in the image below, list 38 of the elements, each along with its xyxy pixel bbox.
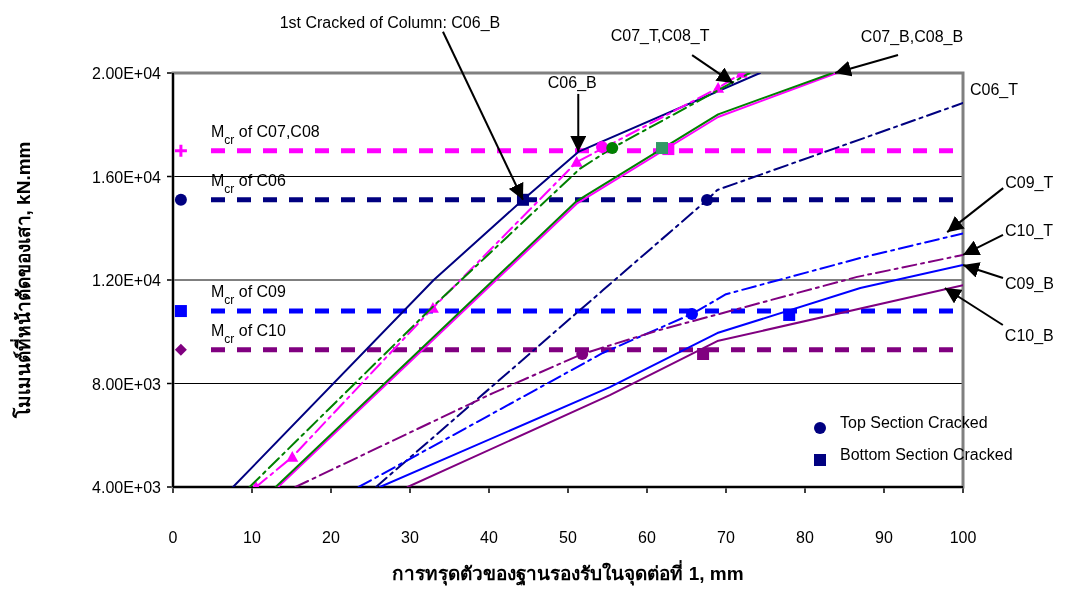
y-axis-title: โมเมนต์ที่หน้าตัดของเสา, kN.mm bbox=[10, 141, 34, 420]
point bbox=[570, 156, 583, 167]
annotation: C10_B bbox=[1004, 327, 1054, 346]
x-tick-label: 20 bbox=[322, 529, 340, 546]
y-tick-label: 2.00E+04 bbox=[92, 65, 162, 82]
x-tick-label: 100 bbox=[949, 529, 977, 546]
x-axis-title: การทรุดตัวของฐานรองรับในจุดต่อที่ 1, mm bbox=[392, 560, 744, 587]
x-tick-label: 50 bbox=[559, 529, 577, 546]
x-tick-label: 90 bbox=[875, 529, 893, 546]
x-tick-label: 10 bbox=[243, 529, 261, 546]
x-tick-label: 0 bbox=[168, 529, 178, 546]
annotation: C06_B bbox=[547, 73, 597, 92]
annotation: 1st Cracked of Column: C06_B bbox=[279, 13, 501, 32]
ref-line-label: M$_{cr}$ of C10 bbox=[211, 321, 287, 346]
y-tick-label: 1.60E+04 bbox=[92, 168, 162, 186]
annotation: C10_T bbox=[962, 221, 1054, 256]
annotation: C07_T,C08_T bbox=[610, 27, 710, 46]
x-tick-label: 80 bbox=[796, 529, 814, 546]
x-tick-label: 40 bbox=[480, 529, 498, 546]
annotation: C09_T bbox=[1005, 174, 1054, 193]
point bbox=[606, 142, 619, 155]
legend-label: Bottom Section Cracked bbox=[840, 446, 1013, 463]
annotation: C10_T bbox=[1005, 221, 1054, 240]
x-tick-label: 60 bbox=[638, 529, 656, 546]
y-tick-label: 8.00E+03 bbox=[92, 375, 162, 393]
annotation: C07_T,C08_T bbox=[610, 27, 735, 85]
annotation: C07_B,C08_B bbox=[834, 28, 964, 77]
point bbox=[656, 142, 669, 155]
legend-label: Top Section Cracked bbox=[840, 414, 988, 431]
annotation: C06_T bbox=[970, 81, 1019, 98]
ref-line-label: M$_{cr}$ of C09 bbox=[211, 283, 287, 308]
x-tick-label: 30 bbox=[401, 529, 419, 546]
annotation: C07_B,C08_B bbox=[860, 28, 964, 46]
y-tick-label: 1.20E+04 bbox=[92, 272, 162, 289]
point bbox=[286, 450, 299, 462]
x-tick-label: 70 bbox=[717, 529, 735, 546]
ref-line-label: M$_{cr}$ of C07,C08 bbox=[211, 122, 320, 147]
y-tick-label: 4.00E+03 bbox=[92, 479, 162, 496]
